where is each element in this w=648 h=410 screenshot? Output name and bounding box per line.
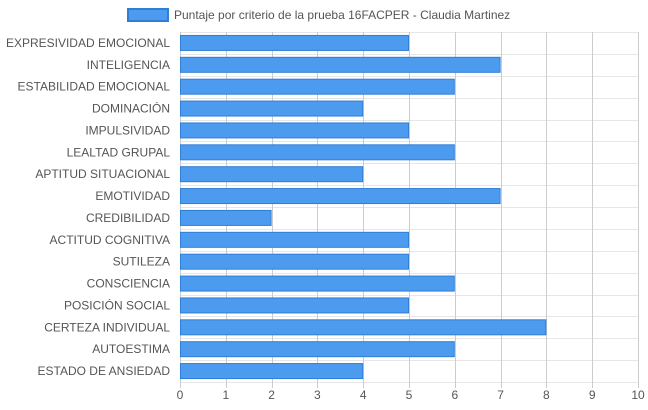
x-tick-label: 0 [177, 388, 184, 402]
x-tick-label: 4 [360, 388, 367, 402]
bar[interactable] [180, 209, 272, 226]
x-tick-label: 3 [314, 388, 321, 402]
category-label: ESTABILIDAD EMOCIONAL [18, 80, 171, 94]
legend-label[interactable]: Puntaje por criterio de la prueba 16FACP… [174, 8, 510, 22]
category-label: CONSCIENCIA [87, 277, 170, 291]
category-label: LEALTAD GRUPAL [67, 145, 171, 159]
bar[interactable] [180, 341, 455, 358]
category-label: APTITUD SITUACIONAL [35, 167, 170, 181]
bar[interactable] [180, 297, 409, 314]
x-tick-label: 2 [268, 388, 275, 402]
bar[interactable] [180, 144, 455, 161]
bar[interactable] [180, 363, 364, 380]
category-label: AUTOESTIMA [92, 342, 170, 356]
bar[interactable] [180, 319, 547, 336]
bar[interactable] [180, 122, 409, 139]
x-axis-tick-labels: 0 1 2 3 4 5 6 7 8 9 10 [177, 388, 645, 402]
category-label: POSICIÓN SOCIAL [64, 297, 170, 312]
bar[interactable] [180, 56, 501, 73]
category-labels: EXPRESIVIDAD EMOCIONAL INTELIGENCIA ESTABI… [6, 36, 170, 378]
bar[interactable] [180, 100, 364, 117]
category-label: IMPULSIVIDAD [85, 123, 170, 137]
x-tick-label: 6 [451, 388, 458, 402]
category-label: CREDIBILIDAD [86, 211, 170, 225]
x-tick-label: 8 [543, 388, 550, 402]
bar[interactable] [180, 78, 455, 95]
category-label: INTELIGENCIA [87, 58, 170, 72]
bar[interactable] [180, 275, 455, 292]
x-tick-label: 9 [589, 388, 596, 402]
bars [180, 34, 547, 380]
bar[interactable] [180, 166, 364, 183]
bar[interactable] [180, 188, 501, 205]
bar[interactable] [180, 231, 409, 248]
bar[interactable] [180, 34, 409, 51]
category-label: DOMINACIÓN [92, 101, 170, 116]
category-label: CERTEZA INDIVIDUAL [44, 320, 170, 334]
legend-swatch[interactable] [127, 8, 169, 22]
x-tick-label: 7 [497, 388, 504, 402]
x-tick-label: 1 [222, 388, 229, 402]
x-tick-label: 10 [631, 388, 645, 402]
category-label: EXPRESIVIDAD EMOCIONAL [6, 36, 170, 50]
legend[interactable]: Puntaje por criterio de la prueba 16FACP… [127, 8, 510, 22]
category-label: ACTITUD COGNITIVA [50, 233, 170, 247]
category-label: ESTADO DE ANSIEDAD [38, 364, 171, 378]
category-label: SUTILEZA [113, 255, 170, 269]
bar[interactable] [180, 253, 409, 270]
category-label: EMOTIVIDAD [95, 189, 170, 203]
x-tick-label: 5 [406, 388, 413, 402]
